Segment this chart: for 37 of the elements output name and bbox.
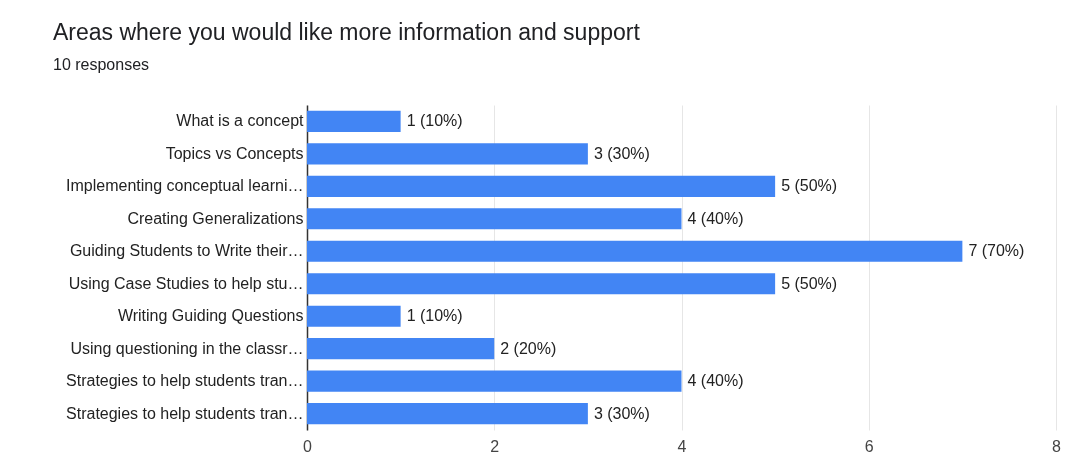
bar [307, 143, 588, 165]
chart-title: Areas where you would like more information and support [53, 19, 641, 45]
data-label: 3 (30%) [593, 404, 650, 422]
data-label: 4 (40%) [687, 209, 744, 227]
y-tick-label: What is a concept [176, 112, 305, 130]
data-label: 1 (10%) [406, 112, 463, 130]
y-tick-label: Topics vs Concepts [165, 144, 304, 162]
text: 10 responses [53, 56, 150, 73]
y-tick-label: Strategies to help students tran… [66, 372, 304, 390]
data-label: 4 (40%) [687, 372, 744, 390]
bar [307, 338, 495, 360]
bar [307, 208, 682, 230]
bar [307, 305, 401, 327]
x-tick-label: 4 [677, 437, 687, 455]
data-label: 7 (70%) [968, 242, 1025, 260]
y-tick-label: Using Case Studies to help stu… [68, 274, 304, 292]
y-tick-label: Implementing conceptual learni… [66, 177, 304, 195]
data-label: 5 (50%) [781, 274, 838, 292]
x-tick-label: 2 [490, 437, 500, 455]
bar [307, 370, 682, 392]
bar [307, 110, 401, 132]
bar [307, 403, 588, 425]
y-tick-label: Guiding Students to Write their… [69, 242, 304, 260]
data-label: 5 (50%) [781, 177, 838, 195]
x-tick-label: 6 [864, 437, 874, 455]
data-label: 2 (20%) [500, 339, 557, 357]
data-label: 1 (10%) [406, 307, 463, 325]
bar [307, 240, 963, 262]
bar [307, 175, 776, 197]
y-tick-label: Using questioning in the classr… [70, 339, 304, 357]
x-tick-label: 0 [303, 437, 313, 455]
data-label: 3 (30%) [593, 144, 650, 162]
bar [307, 273, 776, 295]
y-tick-label: Creating Generalizations [127, 209, 304, 227]
y-tick-label: Strategies to help students tran… [66, 404, 304, 422]
y-tick-label: Writing Guiding Questions [117, 307, 304, 325]
x-tick-label: 8 [1052, 437, 1062, 455]
